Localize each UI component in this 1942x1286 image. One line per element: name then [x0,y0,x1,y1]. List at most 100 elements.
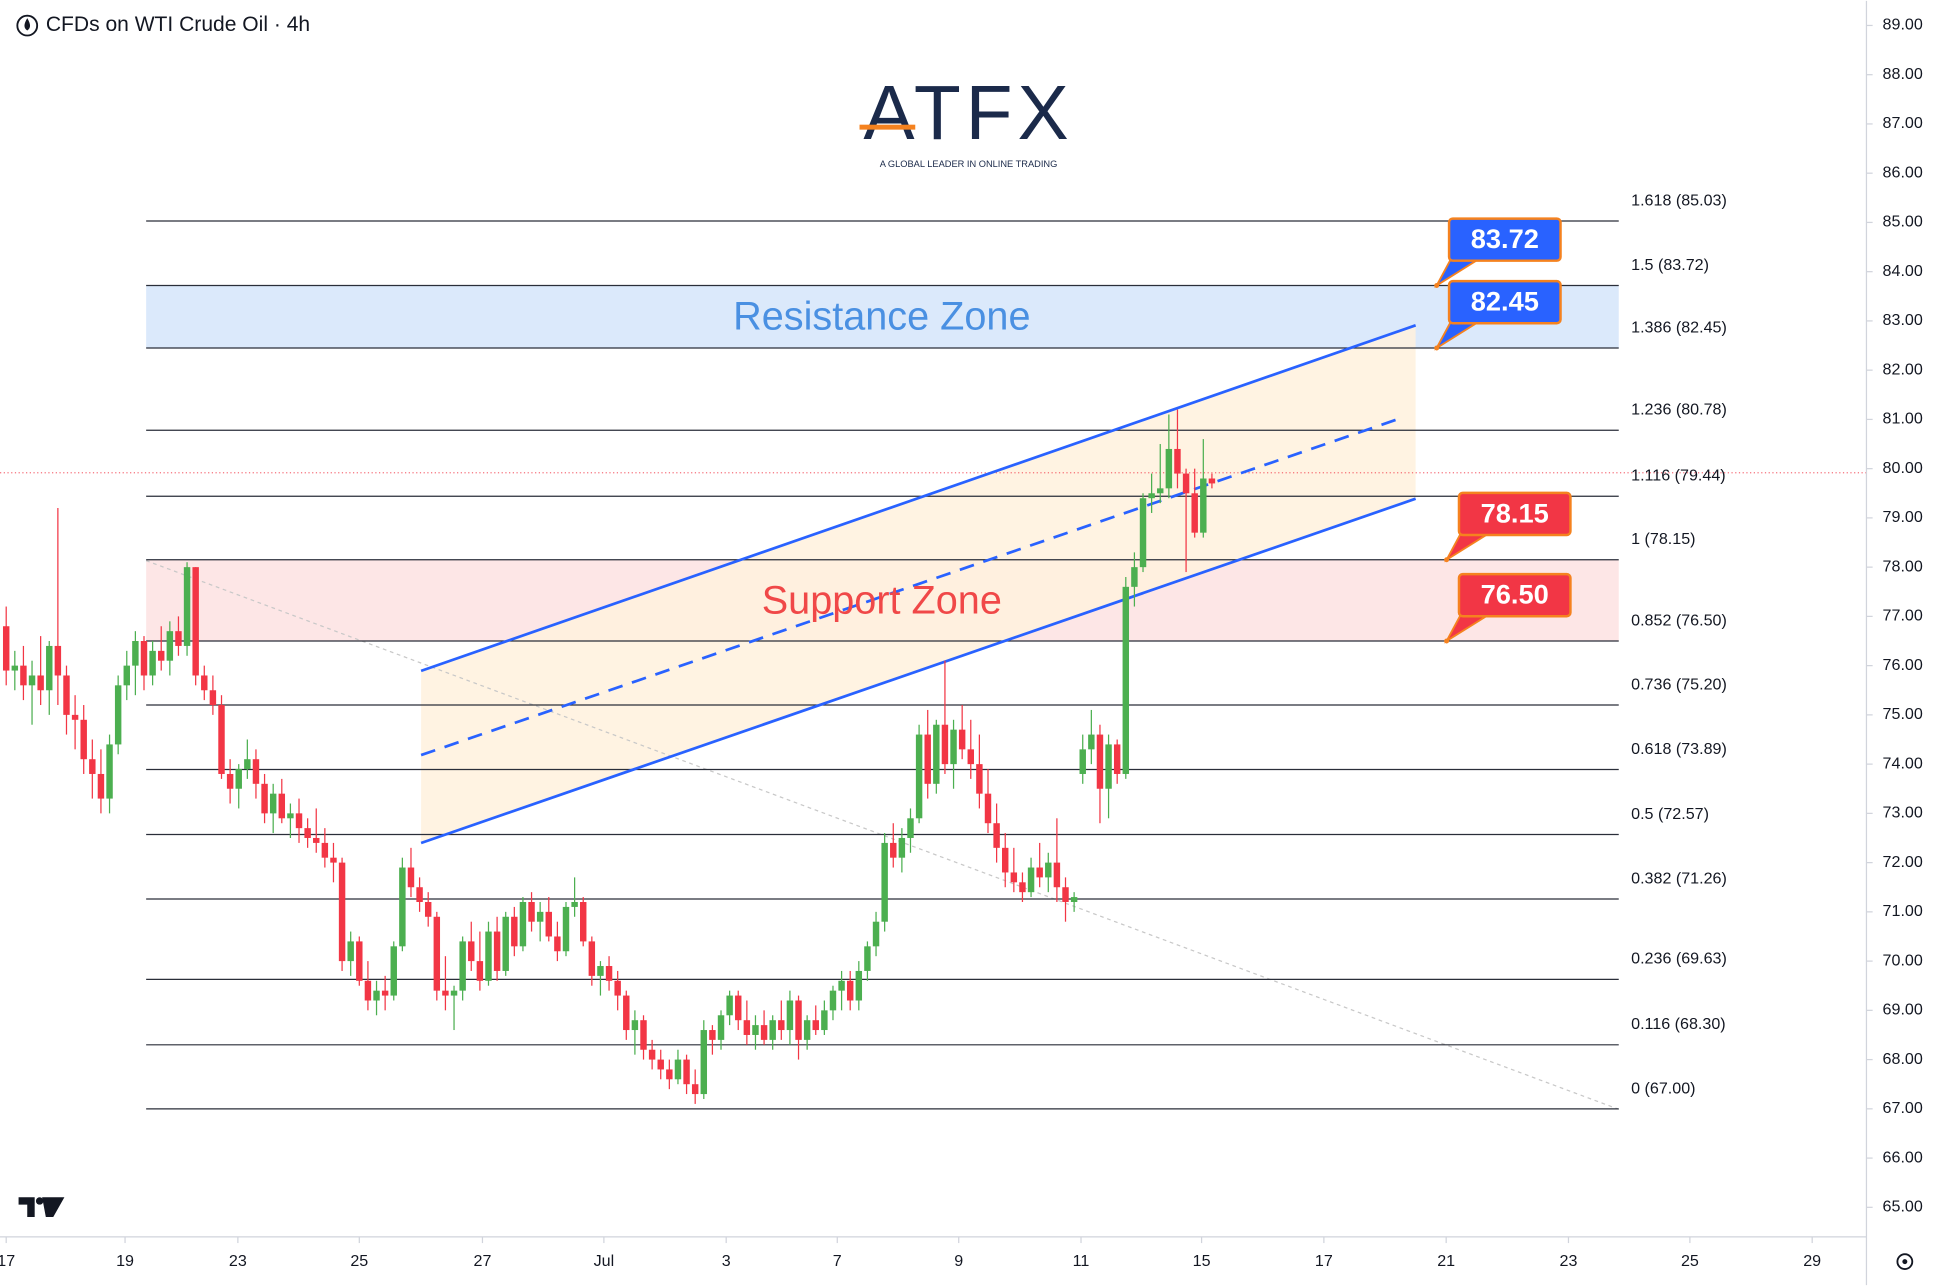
tv-mark [18,1197,65,1218]
candle-body [80,719,87,760]
candle-body [373,990,380,1001]
candle-body [1131,567,1138,587]
y-tick-label: 71.00 [1883,902,1923,920]
y-tick-label: 73.00 [1883,804,1923,822]
candle-body [450,990,458,996]
candle-body [872,921,880,947]
candle-body [1174,448,1181,474]
candle-body [192,567,199,676]
candle-body [304,828,311,838]
candle-body [459,941,466,991]
callout-box [1447,217,1562,262]
candle-body [605,966,613,981]
fib-label: 0.236 (69.63) [1631,950,1727,968]
y-tick-label: 81.00 [1883,410,1923,428]
y-tick-label: 83.00 [1883,311,1923,329]
candle-body [89,759,96,774]
y-tick-label: 88.00 [1883,65,1923,83]
fib-label: 0.382 (71.26) [1631,869,1727,887]
settings-icon-center[interactable] [1902,1259,1908,1265]
candle-body [1019,882,1026,893]
settings-icon[interactable] [1896,1253,1914,1271]
candle-body [226,773,234,789]
candle-body [149,650,156,676]
candle-body [588,941,596,976]
candle-body [356,941,363,981]
x-tick-label: 17 [1315,1252,1333,1270]
logo-accent [859,124,916,130]
settings-button[interactable] [1896,1253,1914,1271]
candle-body [623,995,630,1031]
candle-body [511,916,518,947]
candle-body [390,946,397,996]
candle-body [580,902,587,942]
x-tick-label: 25 [1681,1252,1699,1270]
logo-name: ATFX [863,70,1073,156]
candle-body [63,675,70,715]
candle-body [648,1049,656,1060]
candle-body [1122,586,1130,774]
tv-dot [35,1197,44,1205]
candle-body [1062,887,1069,903]
candle-body [261,783,268,814]
candle-body [278,793,286,819]
candle-body [244,759,251,770]
candle-body [252,759,260,784]
candle-body [958,729,966,750]
candle-body [321,842,329,858]
candle-body [640,1020,647,1050]
candle-body [399,867,406,947]
y-tick-label: 85.00 [1883,213,1923,231]
candle-body [175,631,182,646]
callout-label: 83.72 [1471,223,1539,254]
candle-body [46,645,53,691]
candle-body [407,867,415,888]
candle-body [364,980,372,1001]
candle-body [485,931,492,981]
candle-body [1010,872,1018,883]
candle-body [132,641,139,666]
candle-body [1096,734,1104,789]
zone-label: Resistance Zone [733,295,1030,339]
candle-body [1182,473,1190,494]
y-tick-label: 68.00 [1883,1050,1923,1068]
candle-body [907,818,914,838]
x-tick-label: Jul [594,1252,615,1270]
candle-body [123,665,130,686]
candle-body [881,842,888,922]
y-tick-label: 69.00 [1883,1001,1923,1019]
fib-label: 1.236 (80.78) [1631,401,1727,419]
fib-label: 0.116 (68.30) [1631,1015,1726,1033]
zone [146,285,1619,349]
callout-label: 78.15 [1481,497,1549,528]
candle-body [468,941,475,962]
y-tick-label: 78.00 [1883,557,1923,575]
y-tick-label: 79.00 [1883,508,1923,526]
candle-body [700,1030,708,1095]
candle-body [442,990,449,996]
candle-body [1113,744,1121,774]
candle-body [950,729,957,765]
fib-label: 0.736 (75.20) [1631,675,1727,693]
candle-body [287,813,294,819]
candle-body [838,980,845,991]
callout-label: 82.45 [1471,286,1539,317]
candle-body [1165,448,1173,489]
candle-body [313,837,320,843]
candle-body [984,793,992,824]
candle-body [201,675,208,691]
candle-body [1200,478,1207,533]
candle-body [1079,749,1086,774]
candle-body [571,902,578,907]
x-tick-label: 19 [116,1252,134,1270]
candle-body [1208,478,1216,484]
candle-body [967,749,974,765]
candle-body [269,793,277,814]
fib-label: 0 (67.00) [1631,1079,1695,1097]
y-tick-label: 74.00 [1883,754,1923,772]
candle-body [140,641,148,676]
candle-body [778,1020,785,1031]
candle-body [898,837,906,858]
candle-body [554,936,561,952]
